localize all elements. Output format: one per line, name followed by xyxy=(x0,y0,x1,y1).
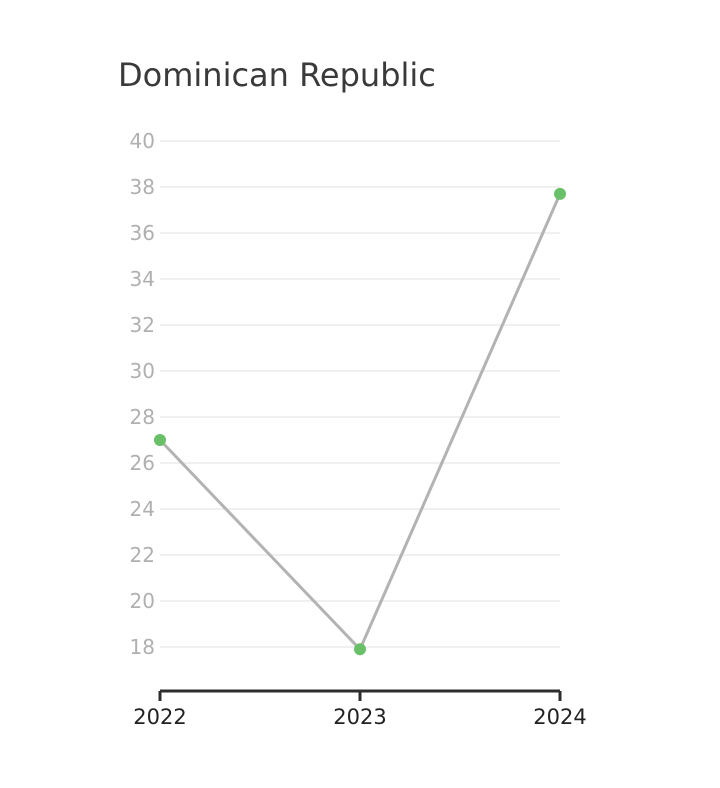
series-line xyxy=(158,193,562,651)
chart-title: Dominican Republic xyxy=(118,56,436,94)
y-tick-label: 26 xyxy=(130,451,155,475)
y-axis-ticks: 18 20 22 24 26 28 30 32 34 36 38 40 xyxy=(130,129,155,659)
y-tick-label: 32 xyxy=(130,313,155,337)
x-tick-label: 2023 xyxy=(333,705,386,729)
x-tick-label: 2024 xyxy=(533,705,586,729)
y-tick-label: 38 xyxy=(130,175,155,199)
gridlines xyxy=(160,140,560,648)
x-axis: 2022 2023 2024 xyxy=(133,689,587,729)
y-tick-label: 40 xyxy=(130,129,155,153)
y-tick-label: 30 xyxy=(130,359,155,383)
y-tick-label: 34 xyxy=(130,267,155,291)
y-tick-label: 36 xyxy=(130,221,155,245)
y-tick-label: 20 xyxy=(130,589,155,613)
y-tick-label: 28 xyxy=(130,405,155,429)
x-tick-label: 2022 xyxy=(133,705,186,729)
y-tick-label: 24 xyxy=(130,497,155,521)
data-point-2024[interactable] xyxy=(554,187,566,200)
series xyxy=(154,187,566,656)
y-tick-label: 22 xyxy=(130,543,155,567)
y-tick-label: 18 xyxy=(130,635,155,659)
data-point-2023[interactable] xyxy=(354,643,366,656)
data-point-2022[interactable] xyxy=(154,434,166,446)
